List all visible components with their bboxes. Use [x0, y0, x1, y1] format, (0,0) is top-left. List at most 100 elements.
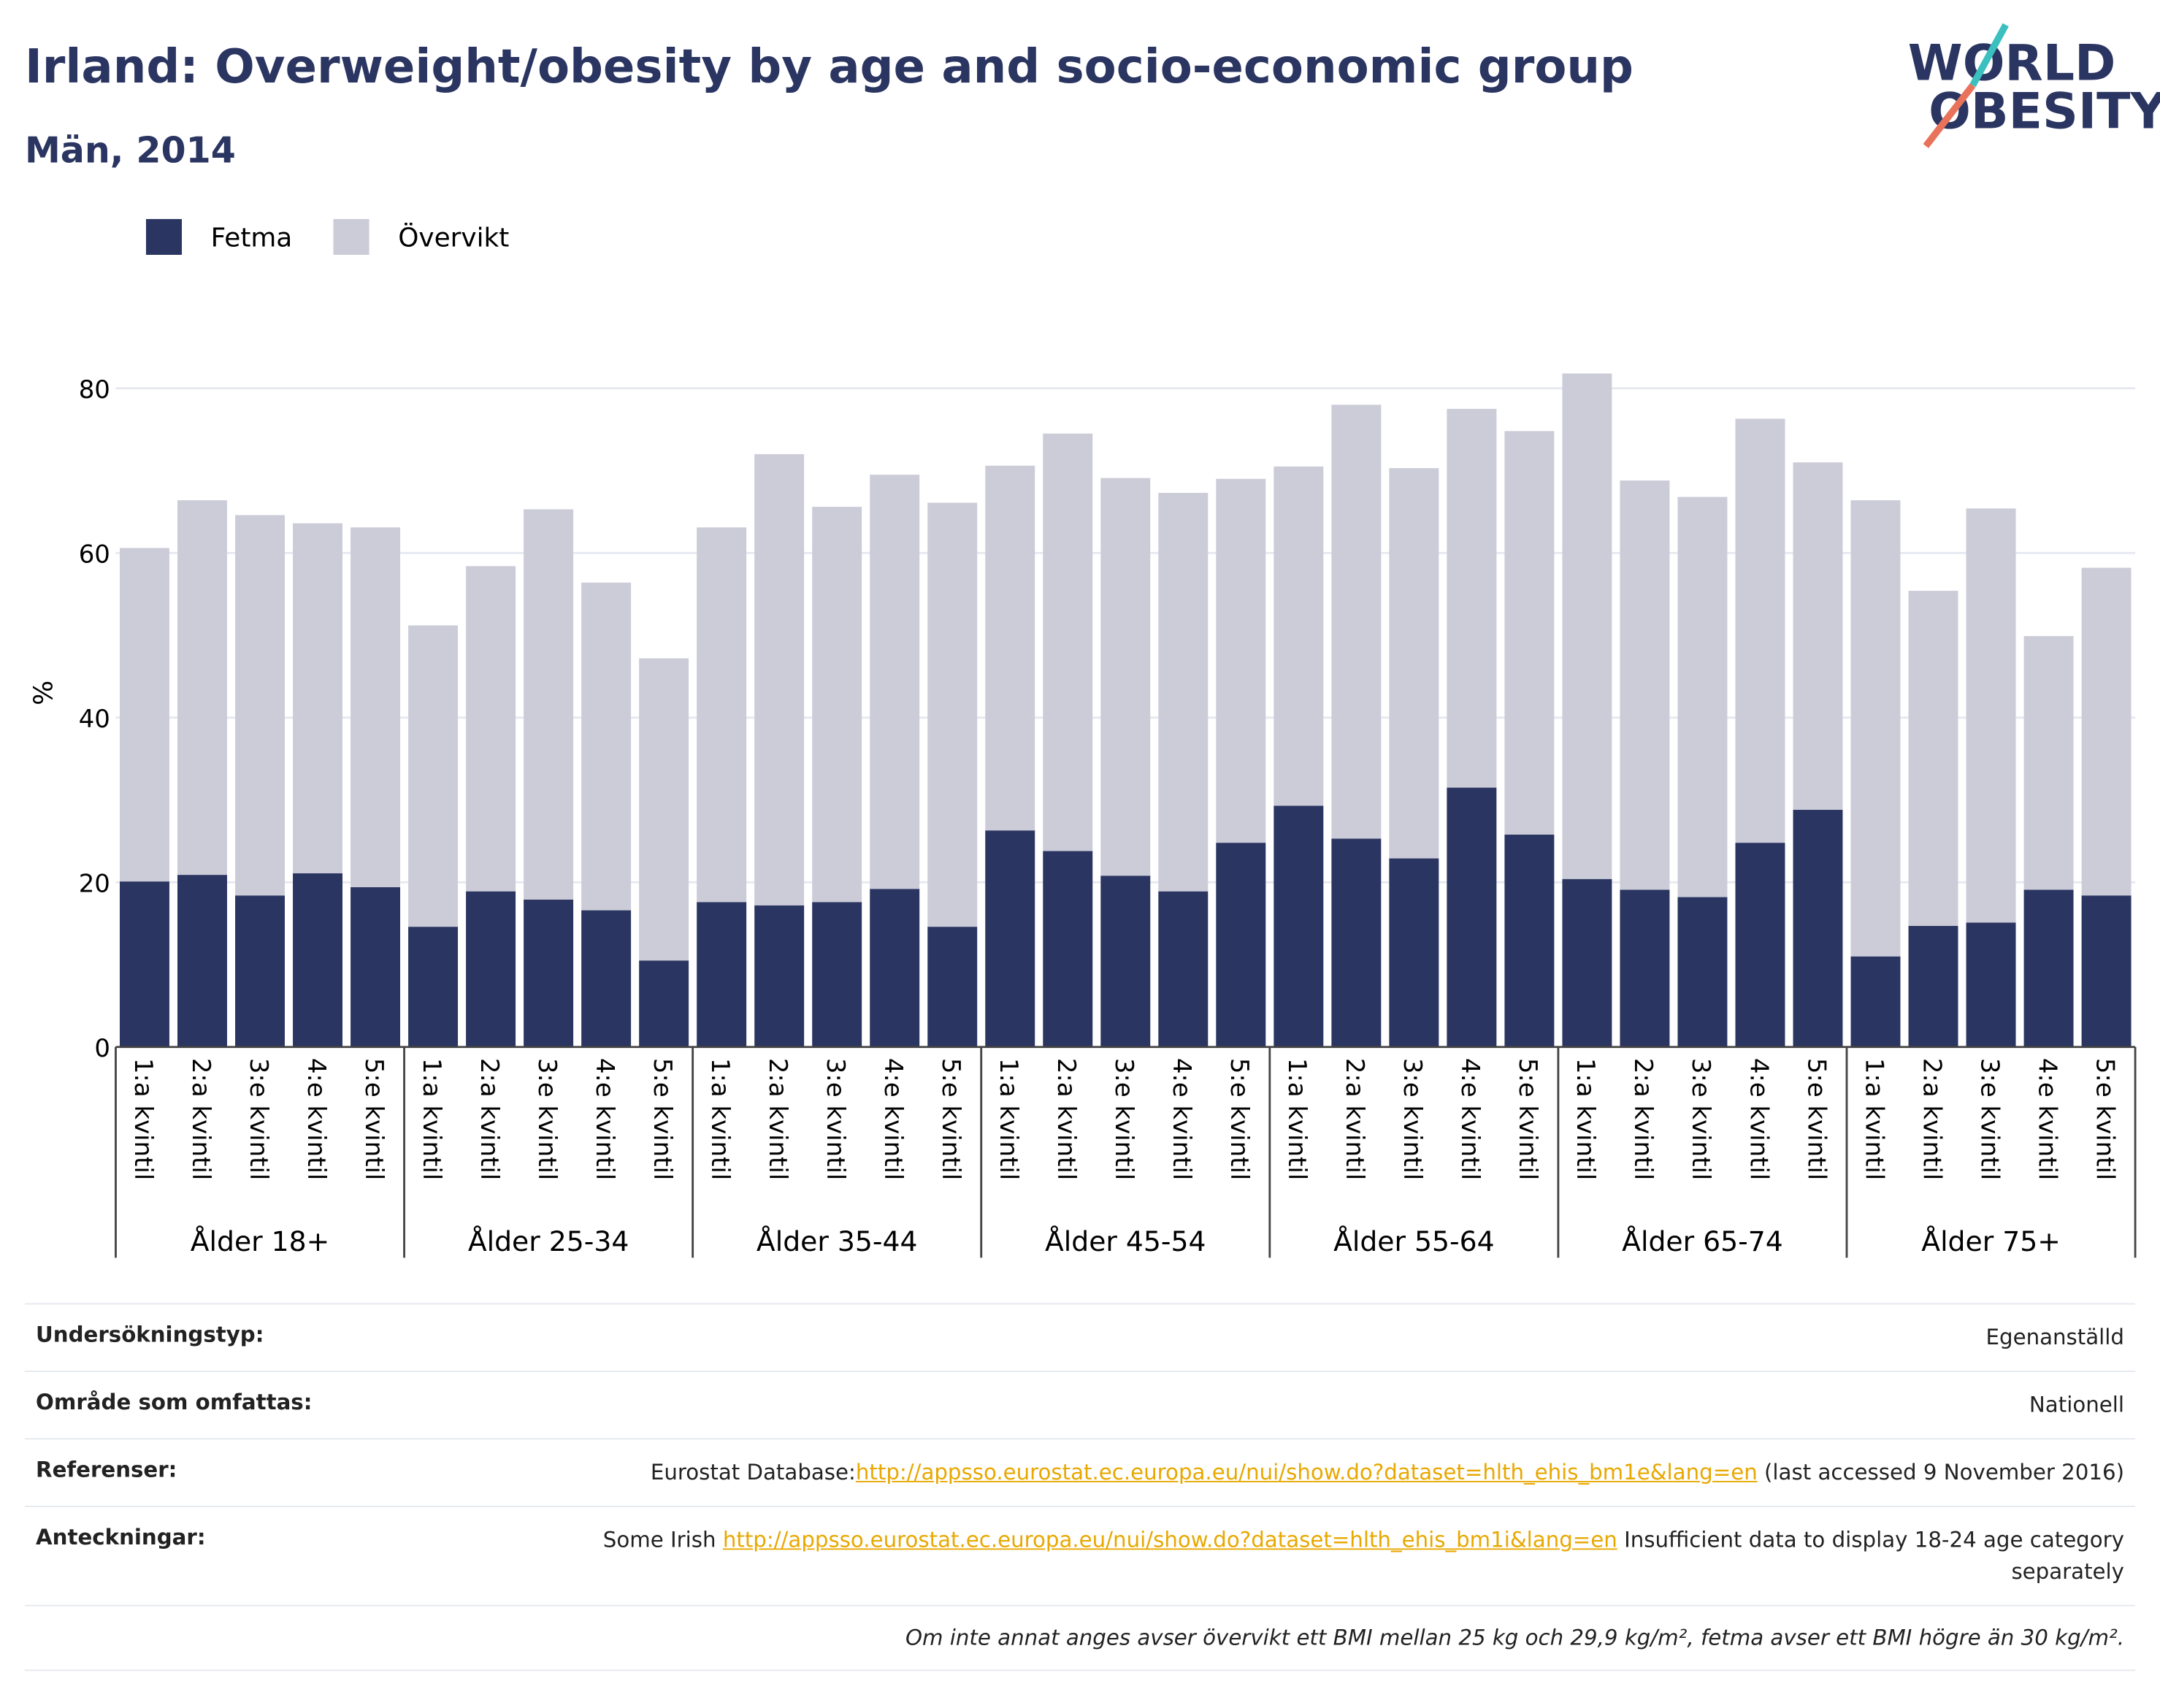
bar-segment	[927, 502, 978, 927]
group-label: Ålder 55-64	[1333, 1225, 1495, 1257]
x-tick-label: 2:a kvintil	[763, 1058, 792, 1180]
bar-segment	[1274, 466, 1324, 806]
x-tick-label: 2:a kvintil	[475, 1058, 504, 1180]
bar-segment	[1447, 787, 1497, 1047]
value-suffix: Insufficient data to display 18-24 age c…	[1617, 1528, 2124, 1585]
group-label: Ålder 25-34	[468, 1225, 629, 1257]
bar-segment	[639, 658, 689, 961]
x-tick-label: 2:a kvintil	[1340, 1058, 1369, 1180]
x-tick-label: 2:a kvintil	[1628, 1058, 1658, 1180]
row-value: Nationell	[2029, 1390, 2124, 1421]
x-tick-label: 2:a kvintil	[186, 1058, 215, 1180]
bar-segment	[1620, 480, 1670, 890]
x-tick-label: 3:e kvintil	[1686, 1058, 1715, 1181]
bar-segment	[1735, 418, 1785, 843]
x-tick-label: 5:e kvintil	[648, 1058, 677, 1181]
bar-segment	[870, 475, 920, 889]
bar-segment	[1389, 468, 1439, 859]
bar-segment	[1562, 878, 1612, 1047]
table-row: Anteckningar: Some Irish http://appsso.eu…	[24, 1505, 2136, 1605]
chart-title: Irland: Overweight/obesity by age and so…	[25, 39, 1634, 94]
bar-segment	[524, 509, 574, 900]
info-table: Undersökningstyp: Egenanställd Område som …	[24, 1303, 2136, 1671]
logo-line1: WORLD	[1908, 34, 2116, 92]
bar-segment	[351, 887, 401, 1047]
bar-segment	[985, 465, 1035, 831]
y-tick-label: 20	[79, 869, 110, 898]
bar-segment	[293, 523, 343, 873]
row-label: Referenser:	[36, 1457, 177, 1482]
bar-segment	[1966, 922, 2016, 1047]
bar-segment	[524, 899, 574, 1047]
x-tick-label: 2:a kvintil	[1052, 1058, 1081, 1180]
row-value: Eurostat Database:http://appsso.eurostat…	[651, 1458, 2124, 1489]
x-tick-label: 4:e kvintil	[878, 1058, 908, 1181]
bar-segment	[293, 873, 343, 1047]
x-tick-label: 2:a kvintil	[1917, 1058, 1946, 1180]
bar-segment	[639, 960, 689, 1047]
bar-segment	[1504, 431, 1555, 835]
x-tick-label: 1:a kvintil	[705, 1058, 735, 1180]
bar-segment	[1216, 843, 1266, 1047]
bar-segment	[927, 927, 978, 1047]
reference-link[interactable]: http://appsso.eurostat.ec.europa.eu/nui/…	[722, 1528, 1617, 1553]
logo-line2: OBESITY	[1929, 83, 2160, 140]
bar-segment	[985, 830, 1035, 1047]
x-tick-label: 3:e kvintil	[1109, 1058, 1138, 1181]
x-tick-label: 1:a kvintil	[129, 1058, 158, 1180]
bar-segment	[1908, 925, 1958, 1047]
bar-segment	[1966, 508, 2016, 923]
bar-segment	[235, 515, 285, 896]
bar-segment	[1850, 956, 1901, 1047]
bar-segment	[1100, 478, 1151, 876]
x-tick-label: 4:e kvintil	[1167, 1058, 1196, 1181]
bar-segment	[812, 507, 862, 903]
bar-segment	[351, 527, 401, 888]
bar-segment	[2023, 636, 2074, 890]
bar-segment	[2081, 567, 2132, 896]
y-tick-label: 60	[79, 540, 110, 569]
reference-link[interactable]: http://appsso.eurostat.ec.europa.eu/nui/…	[855, 1460, 1758, 1485]
group-label: Ålder 65-74	[1622, 1225, 1783, 1257]
bar-segment	[2023, 889, 2074, 1047]
bar-segment	[1504, 834, 1555, 1047]
bar-segment	[235, 895, 285, 1047]
bar-segment	[1216, 478, 1266, 843]
legend-label: Övervikt	[398, 223, 509, 253]
value-text: Egenanställd	[1985, 1325, 2124, 1350]
x-tick-label: 4:e kvintil	[1455, 1058, 1485, 1181]
bar-segment	[754, 453, 805, 905]
bar-segment	[1735, 843, 1785, 1047]
bar-segment	[408, 927, 459, 1047]
bar-segment	[1274, 805, 1324, 1047]
x-tick-label: 5:e kvintil	[1513, 1058, 1542, 1181]
bar-segment	[1158, 492, 1209, 892]
bar-segment	[754, 905, 805, 1047]
bar-segment	[581, 910, 632, 1047]
group-label: Ålder 75+	[1921, 1225, 2061, 1257]
x-tick-label: 1:a kvintil	[1282, 1058, 1311, 1180]
legend-swatch	[333, 218, 369, 256]
x-tick-label: 5:e kvintil	[1801, 1058, 1831, 1181]
bar-segment	[466, 891, 516, 1047]
x-tick-label: 3:e kvintil	[821, 1058, 850, 1181]
bar-segment	[177, 500, 227, 876]
table-row: Referenser: Eurostat Database:http://apps…	[24, 1438, 2136, 1506]
bar-segment	[1331, 838, 1382, 1047]
bar-segment	[1850, 500, 1901, 957]
x-tick-label: 1:a kvintil	[417, 1058, 446, 1180]
x-tick-label: 4:e kvintil	[302, 1058, 331, 1181]
bar-segment	[466, 566, 516, 892]
row-label: Område som omfattas:	[36, 1390, 313, 1415]
row-label: Undersökningstyp:	[36, 1322, 264, 1347]
footnote: Om inte annat anges avser övervikt ett B…	[24, 1604, 2136, 1671]
x-tick-label: 3:e kvintil	[1975, 1058, 2004, 1181]
value-text: Nationell	[2029, 1393, 2124, 1418]
table-row: Område som omfattas: Nationell	[24, 1371, 2136, 1438]
bar-segment	[1043, 433, 1093, 851]
bar-segment	[1562, 373, 1612, 879]
bar-segment	[119, 881, 169, 1047]
x-tick-label: 4:e kvintil	[2032, 1058, 2061, 1181]
group-label: Ålder 35-44	[757, 1225, 918, 1257]
